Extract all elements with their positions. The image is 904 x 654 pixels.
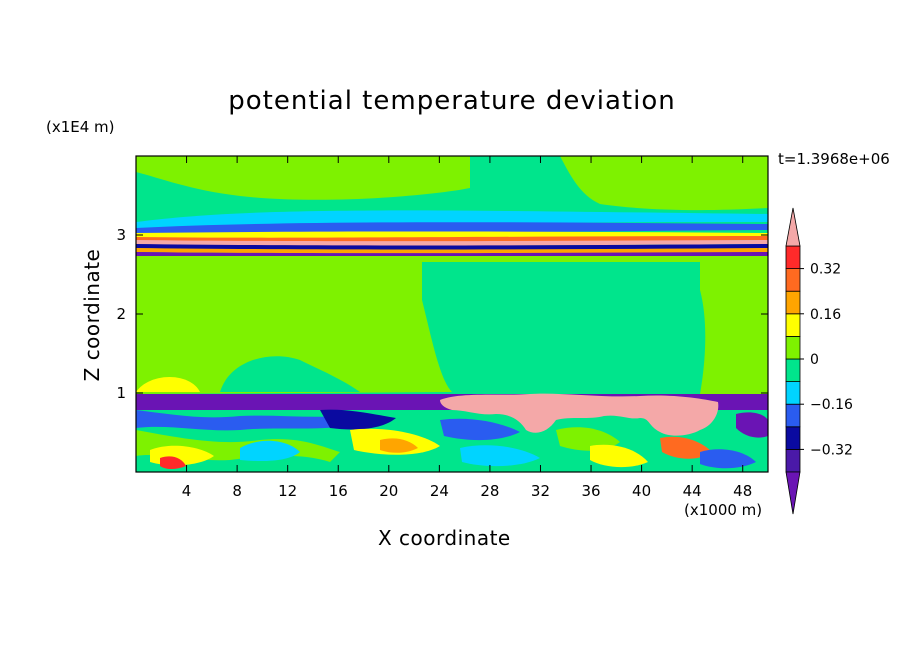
cold-streak-4 [440,418,520,441]
colorbar: 0.32 0.16 0 −0.16 −0.32 [785,207,853,515]
colorbar-swatch [785,358,801,383]
x-tick-label: 4 [182,482,192,500]
tropopause-band-5 [136,240,768,246]
cold-streak-6 [700,449,756,469]
colorbar-swatch [785,381,801,405]
colorbar-swatch [785,268,801,292]
colorbar-tick-label: −0.16 [810,397,853,413]
y-tick-label: 2 [116,305,126,323]
colorbar-tick-label: 0.16 [810,307,841,323]
x-tick-label: 28 [480,482,499,500]
hot-spot-1 [160,456,186,469]
x-tick-label: 32 [531,482,550,500]
chart-title: potential temperature deviation [228,86,676,116]
colorbar-over-triangle [785,207,801,247]
x-tick-label: 48 [733,482,752,500]
colorbar-under-triangle [785,471,801,515]
tropopause-band-2 [136,222,768,234]
y-axis-ticks: 1 2 3 [116,226,768,402]
warm-streak-6 [590,444,648,468]
x-axis-label: X coordinate [378,526,511,550]
time-label: t=1.3968e+06 [778,150,890,168]
x-tick-label: 44 [683,482,702,500]
upper-right-warm-region [560,156,768,211]
colorbar-swatch [785,426,801,450]
mid-left-warm-region [136,262,452,394]
x-tick-label: 16 [329,482,348,500]
mid-right-warm-region [700,262,768,394]
colorbar-tick-label: −0.32 [810,442,853,458]
colorbar-swatch [785,403,801,428]
x-axis-unit: (x1000 m) [684,501,763,519]
cold-streak-1 [136,410,360,431]
cold-streak-3 [320,409,396,430]
x-axis-ticks: 4 8 12 16 20 24 28 32 36 40 44 48 [182,156,752,500]
y-axis-unit: (x1E4 m) [46,118,115,136]
tropopause-band-6 [136,244,768,250]
warm-streak-4 [380,438,418,453]
heatmap-field [136,156,768,472]
cold-streak-5 [460,445,540,467]
x-tick-label: 12 [278,482,297,500]
mid-cool-patch [220,356,360,392]
colorbar-swatch [785,290,801,315]
cold-streak-7 [736,412,768,438]
warm-streak-7 [660,436,712,459]
colorbar-swatch [785,335,801,360]
x-tick-label: 24 [430,482,449,500]
tropopause-band-9 [136,256,768,262]
upper-left-warm-region [136,156,470,200]
x-tick-label: 36 [581,482,600,500]
cold-streak-2 [240,440,300,462]
y-tick-label: 1 [116,384,126,402]
colorbar-tick-label: 0.32 [810,262,841,278]
colorbar-swatch [785,448,801,473]
colorbar-swatch [785,245,801,270]
y-tick-label: 3 [116,226,126,244]
mid-warm-patch [136,377,200,392]
colorbar-tick-label: 0 [810,352,819,368]
tropopause-band-7 [136,248,768,254]
x-tick-label: 40 [632,482,651,500]
x-tick-label: 8 [232,482,242,500]
colorbar-swatch [785,313,801,337]
x-tick-label: 20 [379,482,398,500]
warm-anomaly-cloud [440,393,719,436]
